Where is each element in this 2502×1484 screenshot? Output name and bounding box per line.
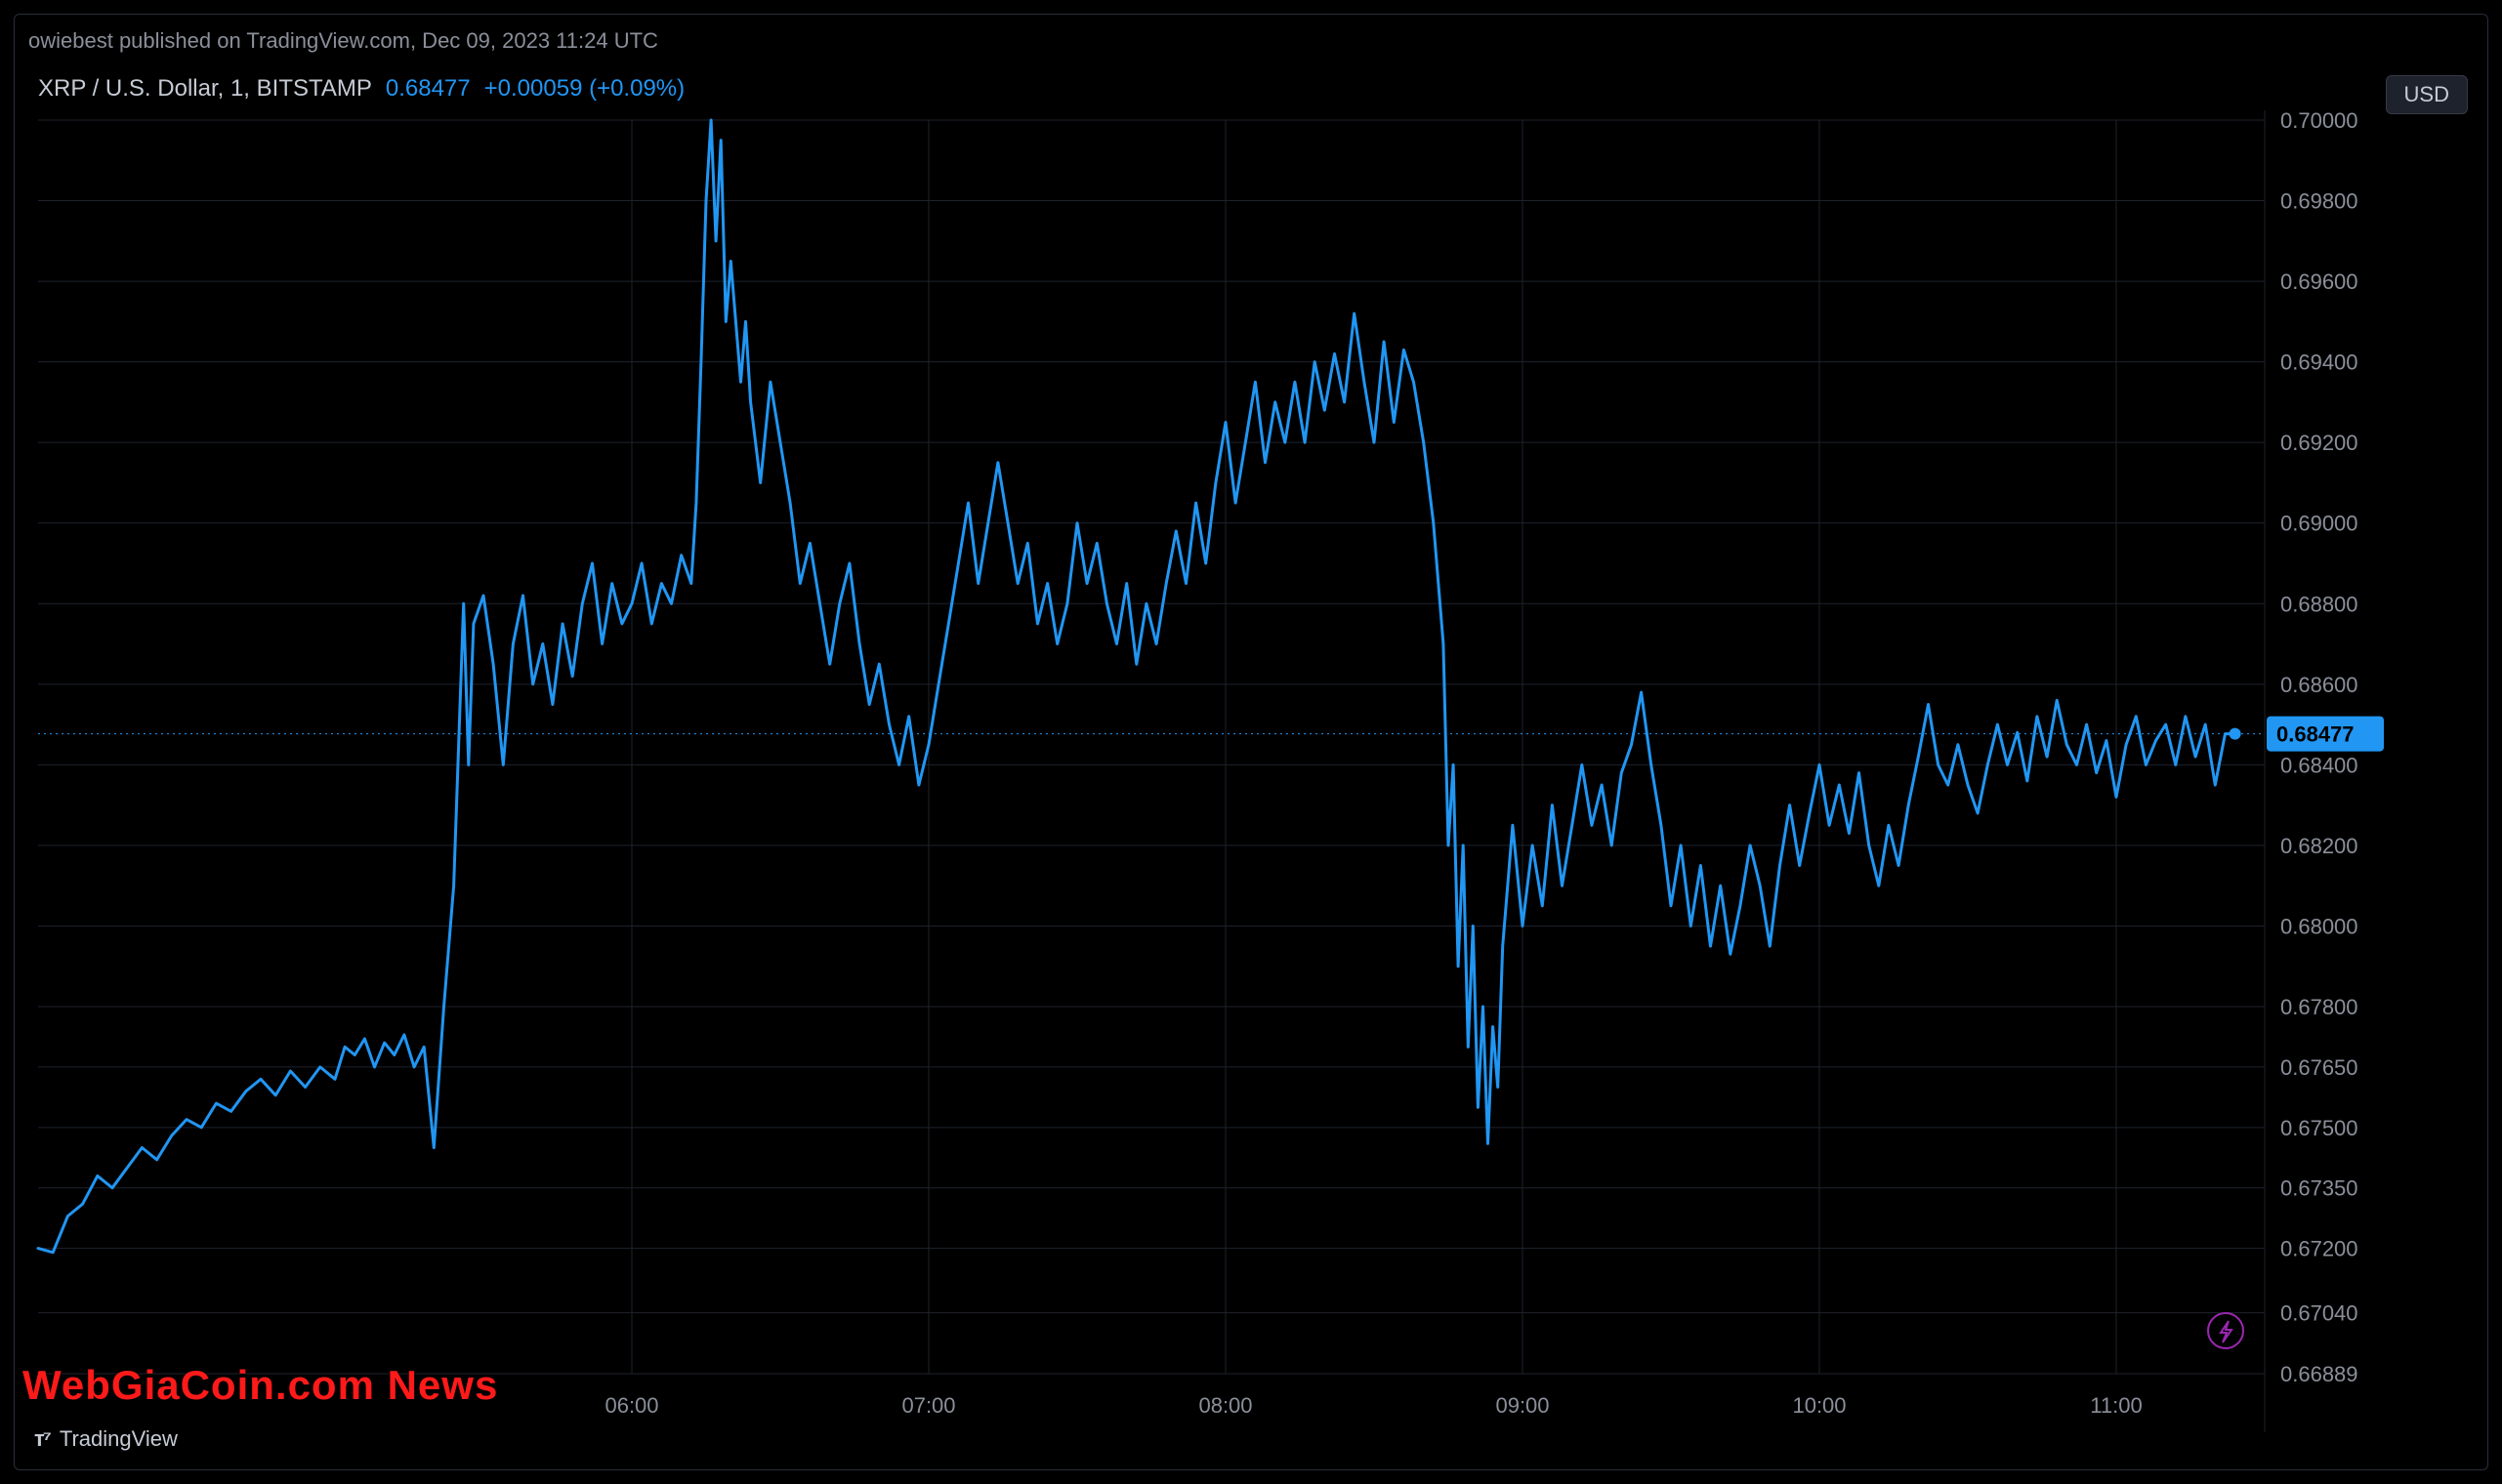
svg-text:0.67500: 0.67500 <box>2280 1116 2358 1140</box>
svg-text:0.70000: 0.70000 <box>2280 108 2358 133</box>
svg-text:0.67040: 0.67040 <box>2280 1301 2358 1326</box>
tv-label: TradingView <box>60 1426 178 1452</box>
svg-text:0.69000: 0.69000 <box>2280 512 2358 536</box>
svg-text:0.67200: 0.67200 <box>2280 1237 2358 1261</box>
svg-text:0.68800: 0.68800 <box>2280 592 2358 616</box>
chart-panel: owiebest published on TradingView.com, D… <box>14 14 2488 1470</box>
svg-text:0.67650: 0.67650 <box>2280 1055 2358 1080</box>
svg-text:0.69800: 0.69800 <box>2280 189 2358 214</box>
svg-text:0.68200: 0.68200 <box>2280 834 2358 858</box>
svg-text:07:00: 07:00 <box>901 1393 955 1418</box>
tv-mark: ᴛ⁷ <box>34 1426 50 1452</box>
svg-text:06:00: 06:00 <box>605 1393 658 1418</box>
tradingview-logo: ᴛ⁷ TradingView <box>34 1426 178 1452</box>
svg-text:10:00: 10:00 <box>1792 1393 1846 1418</box>
svg-text:0.66889: 0.66889 <box>2280 1362 2358 1386</box>
svg-text:0.67350: 0.67350 <box>2280 1176 2358 1201</box>
svg-text:0.68600: 0.68600 <box>2280 673 2358 697</box>
svg-text:0.68477: 0.68477 <box>2276 722 2355 747</box>
svg-text:0.69600: 0.69600 <box>2280 269 2358 294</box>
svg-text:08:00: 08:00 <box>1198 1393 1252 1418</box>
svg-text:0.69200: 0.69200 <box>2280 431 2358 455</box>
svg-text:09:00: 09:00 <box>1495 1393 1549 1418</box>
svg-text:0.68000: 0.68000 <box>2280 914 2358 938</box>
flash-icon[interactable] <box>2208 1313 2243 1348</box>
svg-text:0.69400: 0.69400 <box>2280 350 2358 375</box>
svg-text:0.68400: 0.68400 <box>2280 753 2358 777</box>
price-chart[interactable]: 0.70000 0.69800 0.69600 0.69400 0.69200 0.690… <box>15 15 2489 1471</box>
svg-text:0.67800: 0.67800 <box>2280 995 2358 1019</box>
svg-text:11:00: 11:00 <box>2090 1393 2142 1418</box>
